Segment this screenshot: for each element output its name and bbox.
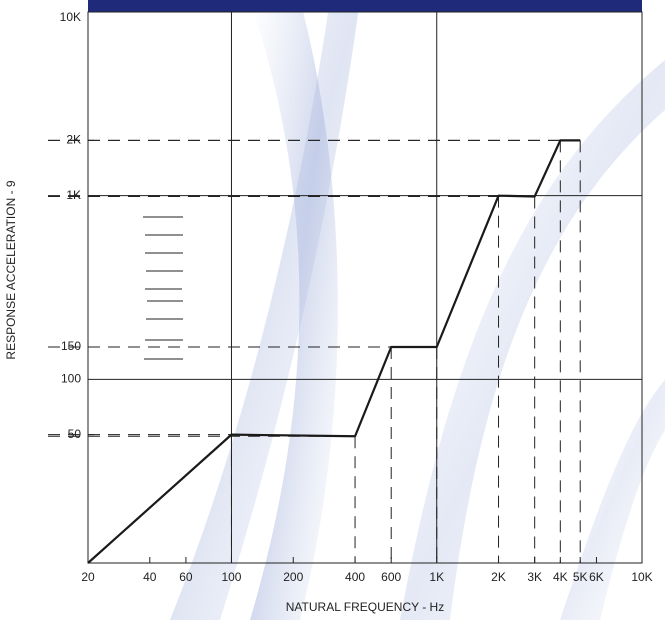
x-tick-label: 100 <box>221 570 241 584</box>
y-tick-label: 1K <box>66 188 81 202</box>
legend-dashes <box>143 216 183 360</box>
x-tick-label: 2K <box>491 570 506 584</box>
y-tick-label: 2K <box>66 133 81 147</box>
y-tick-label: 100 <box>61 372 81 386</box>
x-tick-label: 600 <box>381 570 401 584</box>
data-line <box>87 139 581 564</box>
x-tick-label: 5K <box>573 570 588 584</box>
x-tick-label: 10K <box>631 570 652 584</box>
header-bar <box>88 0 642 12</box>
x-tick-label: 60 <box>179 570 193 584</box>
y-tick-label: 10K <box>60 10 81 24</box>
x-tick-label: 200 <box>283 570 303 584</box>
background <box>170 0 665 620</box>
x-tick-label: 4K <box>553 570 568 584</box>
y-tick-label: 150 <box>61 339 81 353</box>
plot-frame <box>87 11 643 564</box>
x-tick-label: 20 <box>81 570 95 584</box>
y-tick-label: 50 <box>68 427 82 441</box>
x-axis-label: NATURAL FREQUENCY - Hz <box>286 600 444 614</box>
x-tick-label: 40 <box>143 570 157 584</box>
x-tick-label: 1K <box>429 570 444 584</box>
x-tick-label: 400 <box>345 570 365 584</box>
y-axis-label: RESPONSE ACCELERATION - 9 <box>4 180 18 359</box>
x-tick-label: 6K <box>589 570 604 584</box>
x-tick-label: 3K <box>527 570 542 584</box>
